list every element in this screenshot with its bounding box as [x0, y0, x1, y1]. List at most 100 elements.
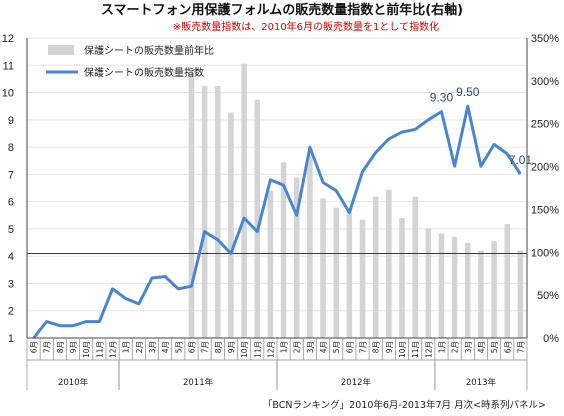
year-label: 2013年 — [466, 377, 497, 388]
year-label: 2012年 — [341, 377, 372, 388]
month-label: 5月 — [490, 341, 499, 353]
left-tick-label: 2 — [8, 306, 14, 318]
month-label: 11月 — [253, 341, 262, 358]
month-label: 10月 — [240, 341, 249, 358]
month-label: 5月 — [332, 341, 341, 353]
month-label: 9月 — [385, 341, 394, 353]
right-axis-ticks: 0% 50% 100% 150% 200% 250% 300% 350% — [531, 33, 559, 345]
right-tick-label: 200% — [531, 162, 559, 174]
month-label: 6月 — [30, 341, 39, 353]
bar — [228, 112, 234, 338]
month-label: 1月 — [122, 341, 131, 353]
bar — [504, 224, 511, 338]
legend-bar-label: 保護シートの販売数量前年比 — [84, 44, 214, 57]
right-tick-label: 250% — [531, 119, 559, 131]
bar — [215, 86, 221, 338]
right-tick-label: 50% — [537, 290, 559, 302]
year-labels: 2010年 2011年 2012年 2013年 — [26, 359, 528, 390]
left-tick-label: 4 — [8, 251, 14, 263]
left-tick-label: 6 — [8, 197, 14, 209]
bar — [359, 219, 366, 338]
bar — [478, 250, 484, 338]
bar — [267, 190, 274, 338]
month-label: 12月 — [266, 341, 275, 358]
bar — [412, 196, 418, 338]
left-tick-label: 5 — [8, 224, 14, 236]
bar — [425, 228, 432, 338]
axes — [26, 38, 528, 360]
left-tick-label: 9 — [8, 115, 14, 127]
month-label: 8月 — [56, 341, 65, 353]
left-tick-label: 1 — [8, 333, 14, 345]
chart-subtitle: ※販売数量指数は、2010年6月の販売数量を1として指数化 — [173, 20, 439, 33]
month-label: 4月 — [477, 341, 486, 353]
month-label: 10月 — [398, 341, 407, 358]
year-label: 2010年 — [58, 377, 89, 388]
month-label: 6月 — [345, 341, 354, 353]
source-note: 「BCNランキング」2010年6月-2013年7月 月次<時系列パネル> — [263, 399, 546, 411]
month-label: 4月 — [319, 341, 328, 353]
bar — [451, 236, 458, 338]
month-label: 7月 — [43, 341, 52, 353]
month-label: 6月 — [187, 341, 196, 353]
month-label: 3月 — [464, 341, 473, 353]
legend: 保護シートの販売数量前年比 保護シートの販売数量指数 — [46, 44, 214, 79]
bar — [293, 177, 300, 338]
right-tick-label: 100% — [531, 247, 559, 259]
bar — [438, 233, 445, 338]
month-label: 11月 — [95, 341, 104, 358]
bar — [201, 86, 208, 338]
left-tick-label: 10 — [2, 88, 14, 100]
bar — [333, 207, 339, 338]
bar — [465, 242, 471, 338]
right-tick-label: 0% — [543, 333, 559, 345]
left-tick-label: 7 — [8, 169, 14, 181]
data-labels: 9.30 9.50 7.01 — [430, 85, 533, 167]
bar — [386, 189, 392, 338]
month-label: 9月 — [69, 341, 78, 353]
month-label: 2月 — [293, 341, 302, 353]
bar — [307, 156, 313, 338]
bar — [320, 198, 326, 338]
bar — [491, 241, 497, 338]
month-label: 4月 — [161, 341, 170, 353]
x-axis-ticks: 6月 7月 8月 9月 10月 11月 12月 1月 2月 3月 4月 5月 6月 7月 8月 9月 10月 11… — [30, 341, 526, 358]
bar — [372, 196, 379, 338]
bar — [399, 218, 405, 338]
bar — [188, 73, 195, 339]
left-tick-label: 3 — [8, 278, 14, 290]
data-label: 9.50 — [456, 85, 480, 99]
bar — [280, 162, 287, 338]
left-tick-label: 11 — [3, 60, 14, 72]
bar — [254, 99, 261, 338]
legend-line-label: 保護シートの販売数量指数 — [84, 66, 204, 79]
left-tick-label: 8 — [8, 142, 14, 154]
month-label: 1月 — [280, 341, 289, 353]
data-label: 9.30 — [430, 91, 454, 105]
bar-series — [188, 63, 524, 339]
month-label: 7月 — [359, 341, 368, 353]
right-tick-label: 300% — [531, 76, 559, 88]
month-label: 1月 — [437, 341, 446, 353]
bar — [346, 209, 353, 338]
bar — [517, 250, 524, 338]
bar — [241, 63, 247, 338]
data-label: 7.01 — [509, 153, 533, 167]
month-label: 7月 — [201, 341, 210, 353]
month-label: 8月 — [214, 341, 223, 353]
right-tick-label: 350% — [531, 33, 559, 45]
month-label: 5月 — [174, 341, 183, 353]
month-label: 10月 — [82, 341, 91, 358]
month-label: 7月 — [516, 341, 525, 353]
month-label: 2月 — [135, 341, 144, 353]
year-label: 2011年 — [183, 377, 214, 388]
line-series — [32, 104, 522, 339]
month-label: 6月 — [503, 341, 512, 353]
month-label: 12月 — [424, 341, 433, 358]
month-label: 9月 — [227, 341, 236, 353]
month-label: 2月 — [451, 341, 460, 353]
month-label: 3月 — [306, 341, 315, 353]
left-tick-label: 12 — [2, 33, 14, 45]
